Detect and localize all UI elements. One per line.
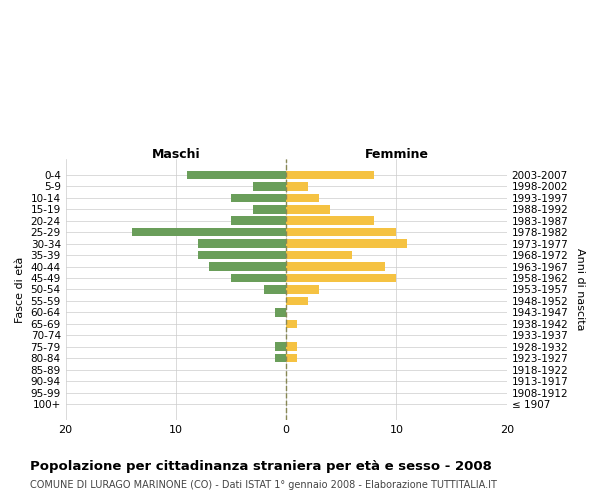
Bar (231, 274, 286, 282)
Bar (132, 228, 286, 236)
Bar (286, 170, 374, 179)
Bar (286, 320, 297, 328)
Text: Popolazione per cittadinanza straniera per età e sesso - 2008: Popolazione per cittadinanza straniera p… (30, 460, 492, 473)
Bar (198, 251, 286, 260)
Text: Maschi: Maschi (152, 148, 200, 161)
Bar (286, 285, 319, 294)
Bar (187, 170, 286, 179)
Bar (286, 240, 407, 248)
Bar (286, 182, 308, 190)
Bar (198, 240, 286, 248)
Bar (286, 194, 319, 202)
Y-axis label: Fasce di età: Fasce di età (15, 256, 25, 322)
Y-axis label: Anni di nascita: Anni di nascita (575, 248, 585, 330)
Bar (264, 285, 286, 294)
Bar (231, 194, 286, 202)
Bar (253, 205, 286, 214)
Text: Femmine: Femmine (364, 148, 428, 161)
Bar (286, 216, 374, 225)
Bar (209, 262, 286, 271)
Bar (286, 354, 297, 362)
Bar (286, 205, 331, 214)
Bar (286, 296, 308, 305)
Bar (253, 182, 286, 190)
Bar (275, 354, 286, 362)
Bar (286, 342, 297, 351)
Bar (286, 262, 385, 271)
Bar (275, 308, 286, 316)
Bar (275, 342, 286, 351)
Bar (286, 251, 352, 260)
Bar (231, 216, 286, 225)
Bar (286, 228, 397, 236)
Text: COMUNE DI LURAGO MARINONE (CO) - Dati ISTAT 1° gennaio 2008 - Elaborazione TUTTI: COMUNE DI LURAGO MARINONE (CO) - Dati IS… (30, 480, 497, 490)
Bar (286, 274, 397, 282)
